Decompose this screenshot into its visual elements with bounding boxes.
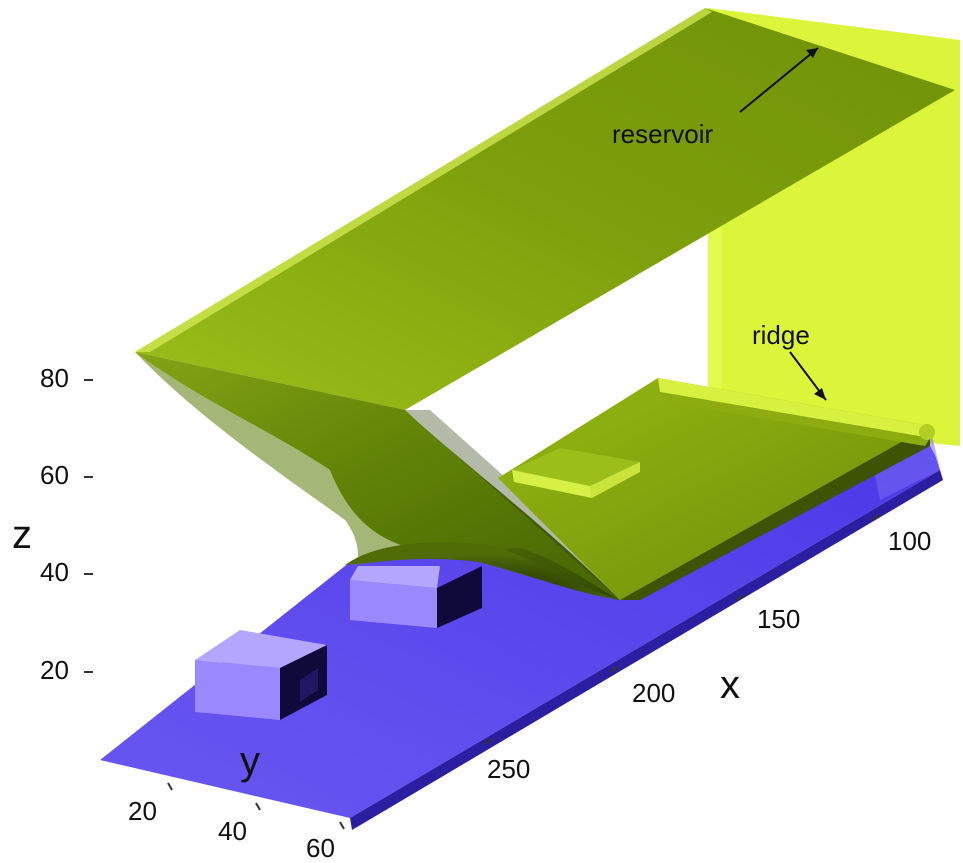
x-tick-100: 100 <box>888 526 931 556</box>
y-axis: y 20 40 60 <box>128 739 345 863</box>
ridge <box>658 378 935 446</box>
x-axis: x 100 150 200 250 <box>483 514 931 784</box>
z-axis: z 80 60 40 20 <box>12 363 93 685</box>
obstacle-back <box>350 566 482 628</box>
z-tick-20: 20 <box>40 655 69 685</box>
reservoir-label: reservoir <box>612 119 713 149</box>
reservoir-annotation: reservoir <box>612 47 819 149</box>
y-tick-20: 20 <box>128 796 157 826</box>
x-tick-150: 150 <box>757 604 800 634</box>
z-tick-80: 80 <box>40 363 69 393</box>
x-axis-label: x <box>720 663 740 707</box>
y-tick-40: 40 <box>218 816 247 846</box>
z-tick-40: 40 <box>40 557 69 587</box>
ridge-label: ridge <box>752 320 810 350</box>
x-tick-250: 250 <box>487 754 530 784</box>
z-axis-label: z <box>12 513 32 557</box>
shelf-block <box>512 448 640 498</box>
z-tick-60: 60 <box>40 460 69 490</box>
reservoir-top-surface <box>135 8 955 410</box>
ridge-annotation: ridge <box>752 320 827 401</box>
shelf-surface <box>498 378 930 600</box>
y-axis-label: y <box>240 739 260 783</box>
obstacle-front <box>195 630 327 720</box>
y-tick-60: 60 <box>306 833 335 863</box>
x-tick-200: 200 <box>632 678 675 708</box>
